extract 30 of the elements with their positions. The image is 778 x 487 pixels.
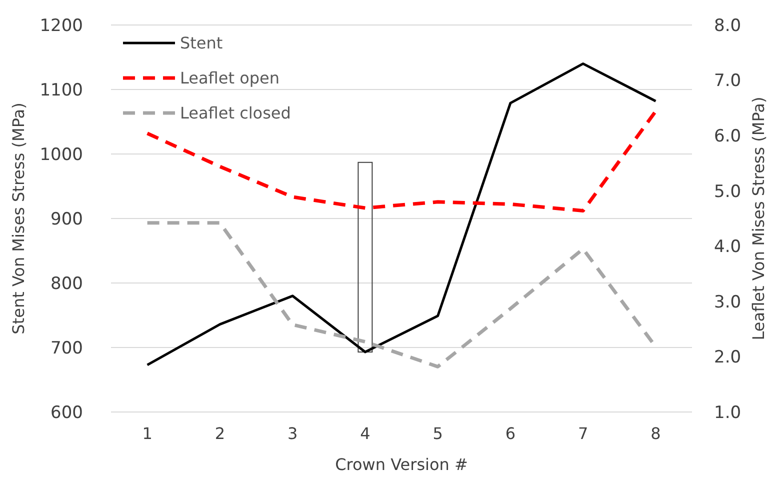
x-tick-label: 8: [650, 424, 661, 443]
x-tick-label: 7: [578, 424, 588, 443]
line-series: [146, 62, 657, 366]
y2-tick-label: 8.0: [714, 16, 742, 36]
x-axis-title: Crown Version #: [335, 455, 468, 474]
y2-axis-title: Leaflet Von Mises Stress (MPa): [749, 96, 768, 340]
x-tick-label: 6: [505, 424, 516, 443]
x-tick-label: 2: [214, 424, 226, 443]
y2-tick-label: 4.0: [714, 237, 742, 258]
y2-tick-label: 6.0: [714, 126, 742, 147]
y2-tick-label: 1.0: [714, 402, 742, 423]
y2-tick-label: 7.0: [714, 71, 742, 92]
y-tick-label: 1000: [40, 144, 83, 165]
y-tick-label: 1100: [40, 80, 83, 100]
y-tick-label: 900: [50, 209, 83, 230]
y-tick-label: 1200: [40, 16, 83, 36]
y-tick-label: 700: [50, 338, 83, 358]
legend-label: Stent: [180, 34, 223, 53]
legend-label: Leaflet closed: [180, 104, 291, 123]
y-tick-label: 600: [50, 402, 83, 423]
y-axis-title: Stent Von Mises Stress (MPa): [9, 102, 28, 334]
y2-tick-label: 3.0: [714, 292, 742, 312]
x-tick-label: 5: [432, 424, 443, 443]
legend-label: Leaflet open: [180, 68, 280, 88]
y-tick-label: 800: [50, 274, 83, 294]
x-tick-label: 4: [360, 424, 370, 443]
x-tick-label: 3: [287, 424, 298, 443]
y2-tick-label: 2.0: [714, 348, 742, 368]
x-tick-label: 1: [142, 424, 152, 443]
y2-tick-label: 5.0: [714, 182, 742, 202]
